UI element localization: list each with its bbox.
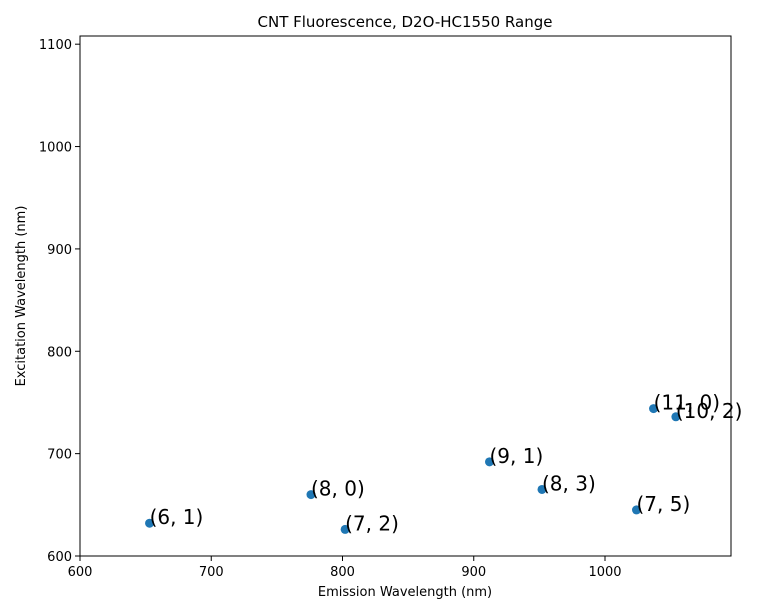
points-layer: (6, 1) (8, 0) (7, 2) (9, 1) (8, 3) (7, 5) (11,…: [145, 391, 743, 535]
x-axis-label: Emission Wavelength (nm): [318, 585, 492, 600]
data-point: [485, 457, 494, 467]
ticks-layer: 600 700 800 900 1000 600 700 800 900 1000 1100: [39, 38, 622, 580]
y-tick-label: 900: [47, 243, 72, 258]
y-tick-label: 600: [47, 550, 72, 565]
data-point: [306, 490, 316, 500]
data-point: [671, 412, 681, 422]
data-point-label: (6, 1): [150, 505, 204, 529]
data-point-label: (7, 2): [345, 511, 399, 535]
data-point: [537, 484, 547, 494]
data-point-label: (7, 5): [637, 492, 691, 516]
data-point-label: (8, 3): [542, 471, 596, 495]
x-tick-label: 1000: [588, 565, 621, 580]
data-point-label: (10, 2): [676, 399, 743, 423]
y-tick-label: 1100: [39, 38, 72, 53]
chart-title: CNT Fluorescence, D2O-HC1550 Range: [258, 13, 553, 31]
y-tick-label: 800: [47, 345, 72, 360]
data-point: [340, 524, 350, 534]
data-point: [649, 404, 659, 414]
x-tick-label: 700: [199, 565, 224, 580]
x-tick-label: 600: [68, 565, 93, 580]
x-tick-label: 800: [330, 565, 355, 580]
data-point-label: (11, 0): [654, 391, 721, 415]
data-point: [145, 518, 155, 528]
data-point: [632, 505, 641, 515]
y-axis-label: Excitation Wavelength (nm): [14, 206, 29, 387]
plot-frame: [79, 35, 732, 557]
data-point-label: (8, 0): [311, 477, 365, 501]
y-tick-label: 1000: [39, 141, 72, 156]
data-point-label: (9, 1): [490, 444, 544, 468]
y-tick-label: 700: [47, 448, 72, 463]
x-tick-label: 900: [461, 565, 486, 580]
